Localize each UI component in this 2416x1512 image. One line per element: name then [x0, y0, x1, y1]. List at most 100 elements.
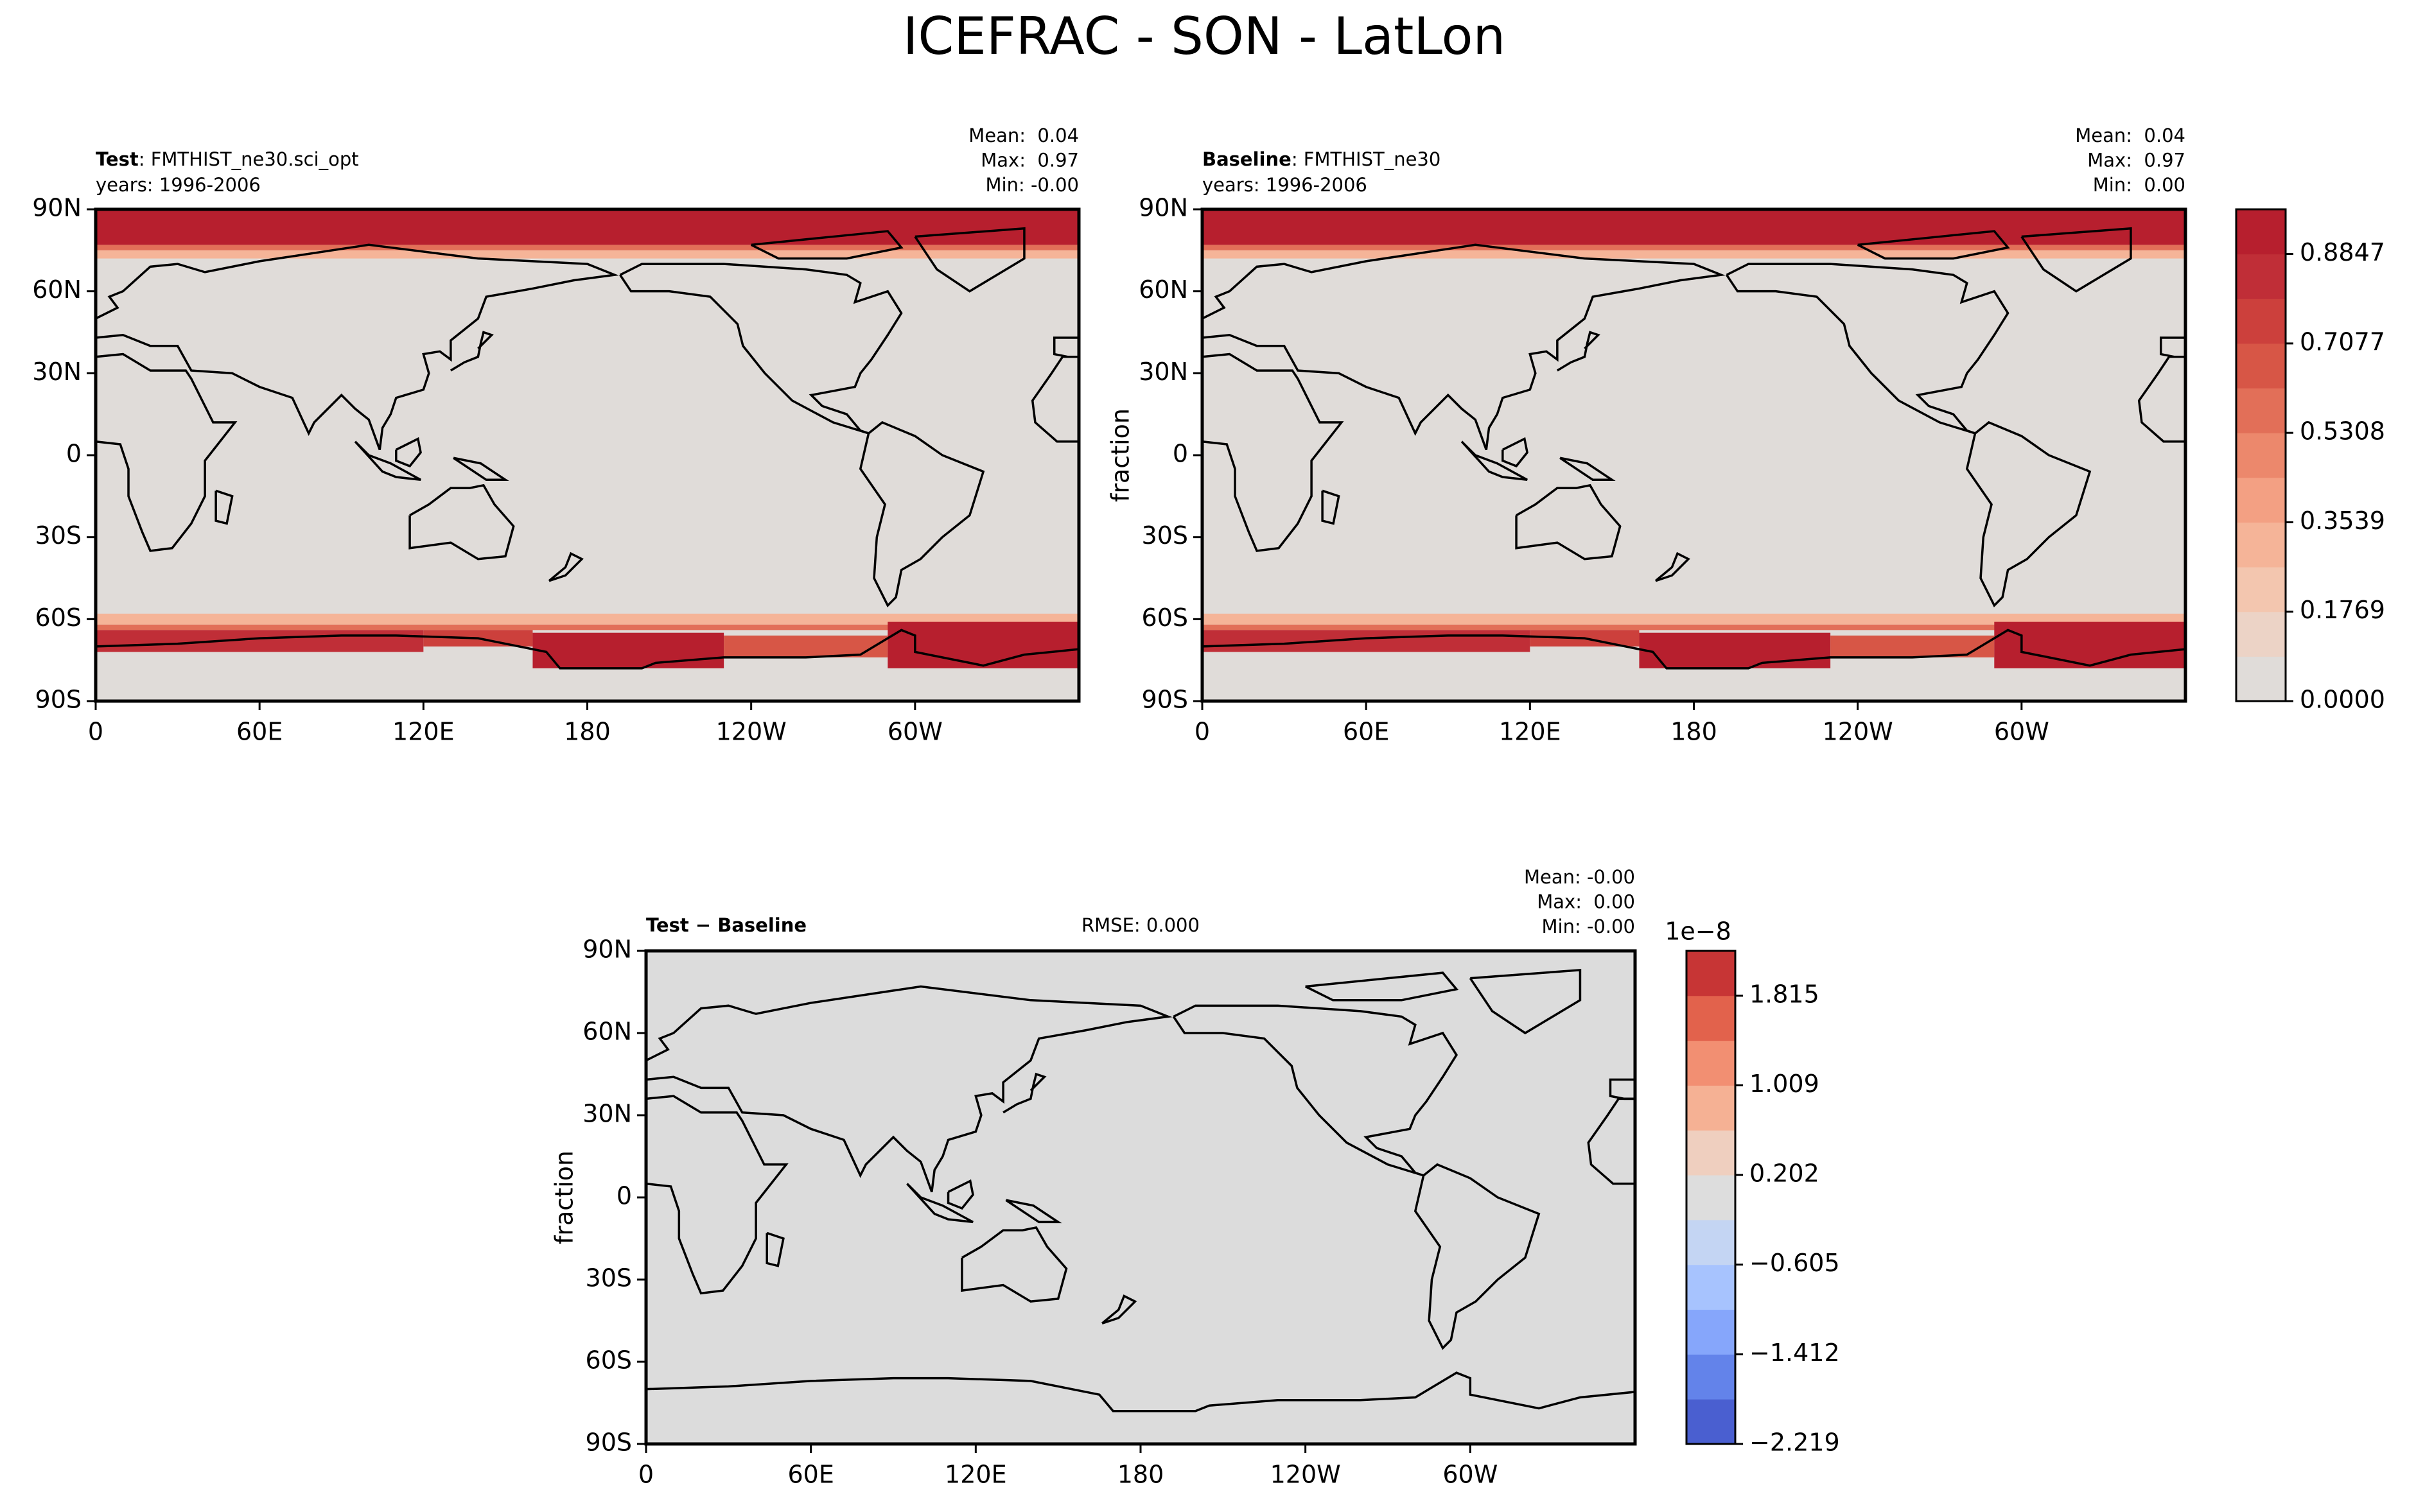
sea-ice [96, 624, 1079, 630]
stat: Min: -0.00 [986, 174, 1079, 196]
y-axis-label: fraction [1107, 408, 1135, 502]
x-tick-label: 120W [1270, 1461, 1341, 1489]
y-tick-label: 30S [586, 1264, 632, 1292]
coastline [2020, 227, 2132, 293]
coastline [1005, 1199, 1062, 1224]
coastline [2159, 336, 2185, 358]
y-tick-label: 90S [1142, 686, 1188, 714]
colorbar-band [1686, 951, 1735, 996]
y-axis-label: fraction [550, 1151, 579, 1244]
sea-ice [1202, 245, 2185, 250]
y-tick-label: 90N [582, 935, 632, 964]
y-tick-label: 90N [1139, 194, 1188, 222]
colorbar-band [2236, 477, 2286, 523]
colorbar-tick-label: 0.1769 [2300, 596, 2385, 624]
y-tick-label: 60S [1142, 604, 1188, 632]
coastline [1202, 243, 1726, 451]
coastline [1460, 440, 1528, 482]
y-tick-label: 30S [1142, 521, 1188, 550]
sea-ice [96, 245, 1079, 250]
case-label: Test: FMTHIST_ne30.sci_opt [96, 148, 359, 170]
coastline [1501, 437, 1528, 468]
colorbar-band [1686, 1399, 1735, 1445]
coastline [453, 456, 509, 482]
coastline [1469, 968, 1582, 1035]
sea-ice [96, 250, 1079, 259]
coastline [619, 263, 903, 435]
colorbar-frame [1685, 950, 1737, 1445]
case-name: : FMTHIST_ne30.sci_opt [139, 148, 359, 170]
coastline [1559, 456, 1616, 482]
case-name-label: Test − Baseline [646, 914, 807, 936]
y-tick-label: 90N [32, 194, 82, 222]
coastline [859, 421, 985, 608]
coastline [645, 1371, 1636, 1412]
sea-ice [96, 613, 1079, 625]
y-tick-label: 60N [582, 1018, 632, 1046]
y-tick-label: 60N [32, 275, 82, 304]
colorbar-tick-label: 0.8847 [2300, 238, 2385, 266]
y-tick-label: 0 [617, 1182, 632, 1210]
colorbar-tick-label: −2.219 [1749, 1429, 1840, 1457]
colorbar-band [1686, 1085, 1735, 1131]
sea-ice [1202, 630, 1530, 652]
x-tick-label: 60W [1994, 718, 2049, 746]
coastline [906, 1183, 974, 1224]
colorbar-tick-label: −0.605 [1749, 1249, 1840, 1277]
colorbar-band [2236, 433, 2286, 478]
sea-ice [532, 632, 724, 668]
colorbar-band [1686, 1354, 1735, 1400]
coastline [1202, 352, 1344, 552]
y-tick-label: 30N [582, 1100, 632, 1128]
coastline [645, 1095, 789, 1295]
x-tick-label: 120W [716, 718, 787, 746]
years: years: 1996-2006 [1202, 174, 1367, 196]
colorbar-tick-label: 0.3539 [2300, 507, 2385, 535]
colorbar-band [2236, 209, 2286, 255]
colorbar-band [2236, 522, 2286, 568]
x-tick-label: 120E [392, 718, 455, 746]
coastline [1515, 483, 1622, 560]
case-label: Baseline: FMTHIST_ne30 [1202, 148, 1440, 170]
coastline [1304, 971, 1459, 1002]
x-tick-label: 120W [1823, 718, 1893, 746]
coastline [750, 230, 904, 260]
colorbar-band [1686, 1175, 1735, 1221]
y-tick-label: 30N [32, 358, 82, 386]
sea-ice [1994, 621, 2185, 668]
x-tick-label: 60W [1442, 1461, 1498, 1489]
coastline [1556, 331, 1600, 372]
coastline [1965, 421, 2092, 608]
stat: Min: 0.00 [2093, 174, 2185, 196]
colorbar-band [1686, 1264, 1735, 1310]
coastline [1321, 489, 1340, 525]
coastline [1172, 1004, 1458, 1177]
coastline [1101, 1294, 1137, 1325]
colorbar-band [1686, 1309, 1735, 1355]
y-tick-label: 60N [1139, 275, 1188, 304]
colorbar-band [2236, 343, 2286, 389]
coastline [214, 489, 234, 525]
coastline [95, 243, 619, 451]
x-tick-label: 0 [1195, 718, 1210, 746]
y-tick-label: 0 [1173, 440, 1188, 468]
colorbar-band [1686, 1219, 1735, 1265]
colorbar-tick-label: 1.815 [1749, 980, 1819, 1008]
case-name: : FMTHIST_ne30 [1291, 148, 1441, 170]
colorbar-band [2236, 254, 2286, 299]
coastline [95, 629, 1080, 670]
coastline [1053, 336, 1079, 358]
stat: Min: -0.00 [1542, 916, 1635, 937]
coastline [1726, 263, 2009, 435]
x-tick-label: 180 [1117, 1461, 1164, 1489]
y-tick-label: 90S [35, 686, 82, 714]
colorbar-tick-label: 0.5308 [2300, 417, 2385, 446]
y-tick-label: 0 [66, 440, 82, 468]
colorbar-band [2236, 656, 2286, 702]
x-tick-label: 120E [1499, 718, 1561, 746]
colorbar-tick-label: 0.7077 [2300, 327, 2385, 356]
x-tick-label: 120E [945, 1461, 1007, 1489]
coastline [914, 227, 1026, 293]
